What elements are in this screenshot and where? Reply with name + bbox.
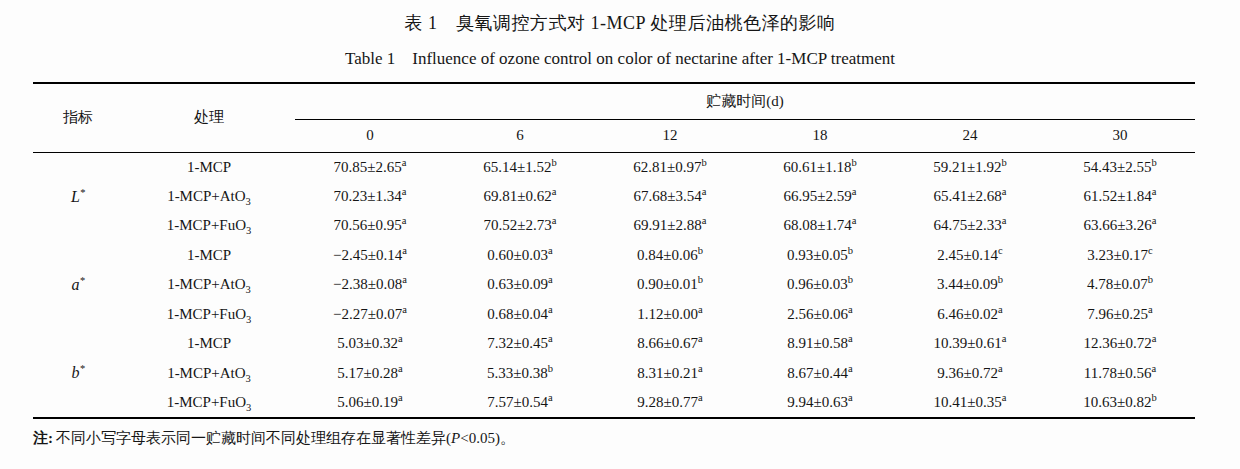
value-cell: 10.39±0.61a — [895, 329, 1045, 359]
treatment-cell: 1-MCP+FuO3 — [123, 300, 295, 330]
value-cell: 6.46±0.02a — [895, 300, 1045, 330]
table-row: 1-MCP+FuO3 5.06±0.19a 7.57±0.54a 9.28±0.… — [33, 388, 1195, 418]
value-cell: 70.85±2.65a — [295, 152, 445, 182]
treatment-cell: 1-MCP+AtO3 — [123, 182, 295, 212]
indicator-cell-a: a* — [33, 241, 123, 330]
time-col-header-6: 6 — [445, 119, 595, 152]
indicator-column-header: 指标 — [33, 83, 123, 152]
value-cell: 0.68±0.04a — [445, 300, 595, 330]
time-col-header-0: 0 — [295, 119, 445, 152]
value-cell: 2.45±0.14c — [895, 241, 1045, 271]
value-cell: 7.32±0.45a — [445, 329, 595, 359]
value-cell: 5.06±0.19a — [295, 388, 445, 418]
value-cell: 0.60±0.03a — [445, 241, 595, 271]
value-cell: 64.75±2.33a — [895, 211, 1045, 241]
value-cell: 9.94±0.63a — [745, 388, 895, 418]
treatment-cell: 1-MCP+FuO3 — [123, 388, 295, 418]
value-cell: 3.44±0.09b — [895, 270, 1045, 300]
value-cell: −2.38±0.08a — [295, 270, 445, 300]
value-cell: 5.17±0.28a — [295, 359, 445, 389]
table-row: 1-MCP+AtO3 5.17±0.28a 5.33±0.38b 8.31±0.… — [33, 359, 1195, 389]
footnote-p-symbol: P — [451, 430, 460, 446]
value-cell: 11.78±0.56a — [1045, 359, 1195, 389]
value-cell: 0.84±0.06b — [595, 241, 745, 271]
time-col-header-30: 30 — [1045, 119, 1195, 152]
value-cell: 54.43±2.55b — [1045, 152, 1195, 182]
time-col-header-12: 12 — [595, 119, 745, 152]
value-cell: 0.90±0.01b — [595, 270, 745, 300]
treatment-cell: 1-MCP — [123, 152, 295, 182]
value-cell: 0.96±0.03b — [745, 270, 895, 300]
value-cell: 65.41±2.68a — [895, 182, 1045, 212]
table-row: L* 1-MCP 70.85±2.65a 65.14±1.52b 62.81±0… — [33, 152, 1195, 182]
treatment-column-header: 处理 — [123, 83, 295, 152]
value-cell: 67.68±3.54a — [595, 182, 745, 212]
table-caption-zh: 表 1 臭氧调控方式对 1-MCP 处理后油桃色泽的影响 — [0, 0, 1240, 34]
table-footnote: 注:不同小写字母表示同一贮藏时间不同处理组存在显著性差异(P<0.05)。 — [33, 428, 1240, 449]
footnote-text-end: <0.05)。 — [460, 430, 515, 446]
value-cell: 60.61±1.18b — [745, 152, 895, 182]
indicator-cell-b: b* — [33, 329, 123, 418]
time-col-header-24: 24 — [895, 119, 1045, 152]
value-cell: 69.91±2.88a — [595, 211, 745, 241]
table-row: b* 1-MCP 5.03±0.32a 7.32±0.45a 8.66±0.67… — [33, 329, 1195, 359]
value-cell: 69.81±0.62a — [445, 182, 595, 212]
value-cell: 68.08±1.74a — [745, 211, 895, 241]
footnote-text: 不同小写字母表示同一贮藏时间不同处理组存在显著性差异( — [56, 430, 451, 446]
table-row: 1-MCP+FuO3 −2.27±0.07a 0.68±0.04a 1.12±0… — [33, 300, 1195, 330]
value-cell: −2.27±0.07a — [295, 300, 445, 330]
table-row: 1-MCP+AtO3 70.23±1.34a 69.81±0.62a 67.68… — [33, 182, 1195, 212]
table-row: a* 1-MCP −2.45±0.14a 0.60±0.03a 0.84±0.0… — [33, 241, 1195, 271]
treatment-cell: 1-MCP+AtO3 — [123, 359, 295, 389]
value-cell: 66.95±2.59a — [745, 182, 895, 212]
value-cell: 70.56±0.95a — [295, 211, 445, 241]
value-cell: 62.81±0.97b — [595, 152, 745, 182]
value-cell: 8.31±0.21a — [595, 359, 745, 389]
value-cell: 8.67±0.44a — [745, 359, 895, 389]
value-cell: 70.52±2.73a — [445, 211, 595, 241]
indicator-cell-L: L* — [33, 152, 123, 241]
table-caption-en: Table 1 Influence of ozone control on co… — [0, 48, 1240, 70]
value-cell: 10.63±0.82b — [1045, 388, 1195, 418]
value-cell: 5.03±0.32a — [295, 329, 445, 359]
value-cell: 8.66±0.67a — [595, 329, 745, 359]
value-cell: 7.57±0.54a — [445, 388, 595, 418]
value-cell: 2.56±0.06a — [745, 300, 895, 330]
value-cell: 61.52±1.84a — [1045, 182, 1195, 212]
results-table: 指标 处理 贮藏时间(d) 0 6 12 18 24 30 L* 1-MCP 7… — [33, 82, 1195, 419]
treatment-cell: 1-MCP — [123, 241, 295, 271]
value-cell: 4.78±0.07b — [1045, 270, 1195, 300]
value-cell: 1.12±0.00a — [595, 300, 745, 330]
value-cell: 59.21±1.92b — [895, 152, 1045, 182]
treatment-cell: 1-MCP+FuO3 — [123, 211, 295, 241]
value-cell: 8.91±0.58a — [745, 329, 895, 359]
paper-page: 表 1 臭氧调控方式对 1-MCP 处理后油桃色泽的影响 Table 1 Inf… — [0, 0, 1240, 469]
treatment-cell: 1-MCP+AtO3 — [123, 270, 295, 300]
value-cell: 70.23±1.34a — [295, 182, 445, 212]
value-cell: 5.33±0.38b — [445, 359, 595, 389]
treatment-cell: 1-MCP — [123, 329, 295, 359]
table-row: 1-MCP+AtO3 −2.38±0.08a 0.63±0.09a 0.90±0… — [33, 270, 1195, 300]
value-cell: −2.45±0.14a — [295, 241, 445, 271]
value-cell: 0.93±0.05b — [745, 241, 895, 271]
value-cell: 0.63±0.09a — [445, 270, 595, 300]
header-row-top: 指标 处理 贮藏时间(d) — [33, 83, 1195, 119]
storage-time-header: 贮藏时间(d) — [295, 83, 1195, 119]
value-cell: 63.66±3.26a — [1045, 211, 1195, 241]
value-cell: 65.14±1.52b — [445, 152, 595, 182]
table-row: 1-MCP+FuO3 70.56±0.95a 70.52±2.73a 69.91… — [33, 211, 1195, 241]
value-cell: 9.36±0.72a — [895, 359, 1045, 389]
value-cell: 9.28±0.77a — [595, 388, 745, 418]
footnote-label: 注: — [33, 430, 53, 446]
value-cell: 12.36±0.72a — [1045, 329, 1195, 359]
time-col-header-18: 18 — [745, 119, 895, 152]
value-cell: 3.23±0.17c — [1045, 241, 1195, 271]
value-cell: 10.41±0.35a — [895, 388, 1045, 418]
value-cell: 7.96±0.25a — [1045, 300, 1195, 330]
